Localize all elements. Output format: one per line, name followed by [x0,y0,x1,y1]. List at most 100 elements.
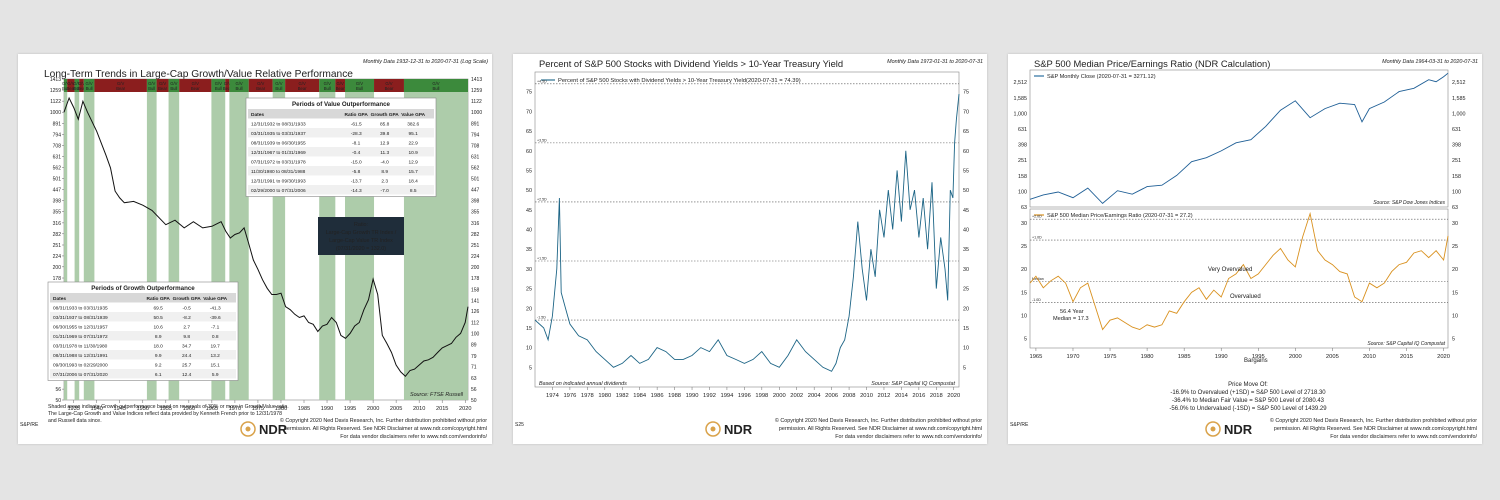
value-table-cell: 07/31/1972 to 03/31/1978 [251,159,306,165]
chart-note: Shaded areas indicate Growth outperforma… [48,404,289,410]
growth-table-cell: 18.0 [154,343,164,349]
value-table-cell: 39.8 [380,131,390,137]
period-label-bottom: Bull [62,86,69,91]
ndr-logo-mark-center [1210,426,1216,432]
ratio-series-line [63,96,469,378]
chart-code: S&P/RE [1010,422,1029,428]
period-label-bottom: Bear [191,86,200,91]
y-tick-label-left: 1413 [50,77,61,83]
growth-table-cell: 9.8 [183,334,190,340]
copyright-line: For data vendor disclaimers refer to www… [835,434,982,440]
dividend-yield-chart: Monthly Data 1972-01-31 to 2020-07-31 Per… [515,58,983,440]
y-tick-label-left: 708 [53,143,62,149]
y-tick-label-right: 5 [963,365,966,371]
growth-table-cell: 50.5 [154,315,164,321]
pe-reference-line-label: +2.0D [1032,215,1042,219]
x-tick-label: 2002 [790,393,803,399]
growth-table-cell: 24.4 [182,353,192,359]
growth-table-cell: 19.7 [211,343,221,349]
x-tick-label: 2004 [808,393,822,399]
bull-band [83,79,95,92]
period-label-bottom: Bear [385,86,394,91]
x-tick-label: 1950 [137,406,149,412]
legend-label: Percent of S&P 500 Stocks with Dividend … [558,78,801,84]
value-table-cell: 12/31/1932 to 08/31/1933 [251,121,306,127]
x-tick-label: 1998 [755,393,768,399]
value-table-row-bg [248,166,434,176]
bull-band [64,79,68,92]
x-tick-label: 2020 [459,406,471,412]
value-table-cell: 12.9 [380,140,390,146]
growth-table-cell: 0.8 [212,334,219,340]
reference-line-label: +4.5D [537,79,547,83]
value-table-cell: 15.7 [409,169,419,175]
bull-band [229,79,249,92]
bull-band [211,79,226,92]
bull-band [272,79,286,92]
chart-title: S&P 500 Median Price/Earnings Ratio (NDR… [1034,58,1270,69]
value-table-cell: -28.3 [351,131,362,137]
ndr-logo: NDR [705,421,753,437]
y-tick-label-left: 1122 [50,99,61,105]
chart-code: S25 [515,422,524,428]
value-table-cell: 8.5 [410,188,417,194]
growth-table-cell: 13.2 [211,353,221,359]
ndr-logo-mark-center [710,426,716,432]
x-tick-label: 2020 [1437,354,1450,360]
x-tick-label: 1935 [67,406,79,412]
x-tick-label: 1996 [738,393,751,399]
y-tick-label-left: 316 [53,221,62,227]
y-tick-label-right: 63 [471,376,477,382]
period-label-top: G/V [385,81,392,86]
value-table-cell: 2.3 [381,178,388,184]
y-tick-label-right: 200 [471,265,480,271]
bottom-y-tick-label-right: 30 [1452,221,1458,227]
y-tick-label-right: 35 [963,247,969,253]
value-table-cell: 85.8 [380,121,390,127]
y-tick-label-right: 70 [963,109,969,115]
x-tick-label: 2000 [367,406,379,412]
price-move-title: Price Move Of: [1228,382,1268,388]
growth-table: Periods of Growth Outperformance Dates Rat… [47,281,239,381]
period-label-bottom: Bull [170,86,177,91]
growth-table-cell: 69.5 [154,305,164,311]
bottom-y-tick-label-right: 20 [1452,267,1458,273]
y-tick-label-left: 20 [526,306,532,312]
value-table-header-cell: Value GPA [401,112,425,118]
bargains-label: Bargains [1244,358,1268,364]
x-tick-label: 1985 [1178,354,1191,360]
top-y-tick-label-left: 1,000 [1014,111,1028,117]
value-table-row-bg [248,128,434,138]
growth-table-cell: 6.1 [155,372,162,378]
ndr-logo-mark [705,421,721,437]
y-tick-label-right: 224 [471,254,480,260]
bottom-source-label: Source: S&P Capital IQ Compustat [1367,341,1445,347]
value-table-cell: 95.1 [409,131,419,137]
bottom-y-tick-label-left: 10 [1021,314,1027,320]
y-tick-label-left: 55 [526,168,532,174]
top-y-tick-label-right: 2,512 [1452,80,1466,86]
y-tick-label-left: 40 [526,228,532,234]
copyright-line: © Copyright 2020 Ned Davis Research, Inc… [775,417,982,424]
period-label-top: G/V [73,81,80,86]
x-tick-label: 1974 [546,393,560,399]
growth-table-cell: -7.1 [211,324,220,330]
x-tick-label: 1975 [252,406,264,412]
ndr-logo-mark [1205,421,1221,437]
growth-table-cell: 09/30/1993 to 02/29/2000 [53,362,108,368]
top-y-tick-label-right: 63 [1452,205,1458,211]
x-tick-label: 1980 [1141,354,1154,360]
value-table-cell: 11/30/1980 to 08/31/1988 [251,169,306,175]
y-tick-label-right: 30 [963,267,969,273]
plot-frame [534,71,960,388]
value-table-cell: 12/31/1967 to 01/31/1969 [251,150,306,156]
y-tick-label-right: 1000 [471,110,482,116]
period-label-bottom: Bear [116,86,125,91]
top-y-tick-label-left: 2,512 [1014,80,1028,86]
bottom-y-tick-label-left: 30 [1021,221,1027,227]
growth-table-header-bg [50,293,236,303]
y-tick-label-left: 75 [526,90,532,96]
ndr-logo-text: NDR [1224,422,1253,437]
period-label-top: G/V [159,81,166,86]
growth-table-cell: 03/31/1978 to 11/30/1980 [53,343,108,349]
